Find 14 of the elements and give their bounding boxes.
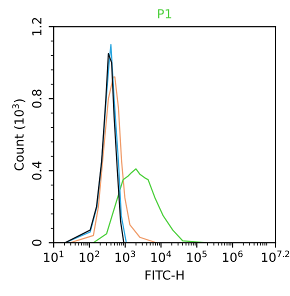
x-tick-label: 10$^{2}$ [80, 250, 100, 262]
y-tick-label: 0 [32, 240, 42, 246]
x-tick-label: 10$^{4}$ [151, 250, 172, 262]
x-tick-label: 10$^{7.2}$ [262, 250, 290, 262]
y-tick-label: 1.2 [32, 18, 42, 36]
chart-title: P1 [158, 9, 172, 18]
x-tick-label: 10$^{1}$ [44, 250, 64, 262]
y-axis-title: Count (10$^{3}$) [12, 99, 26, 170]
y-tick-label: 0.8 [32, 90, 42, 108]
x-axis-title: FITC-H [146, 270, 184, 280]
y-tick-label: 0.4 [32, 161, 42, 180]
x-tick-label: 10$^{3}$ [116, 250, 136, 262]
x-tick-label: 10$^{5}$ [187, 250, 207, 262]
x-tick-label: 10$^{6}$ [222, 250, 243, 262]
